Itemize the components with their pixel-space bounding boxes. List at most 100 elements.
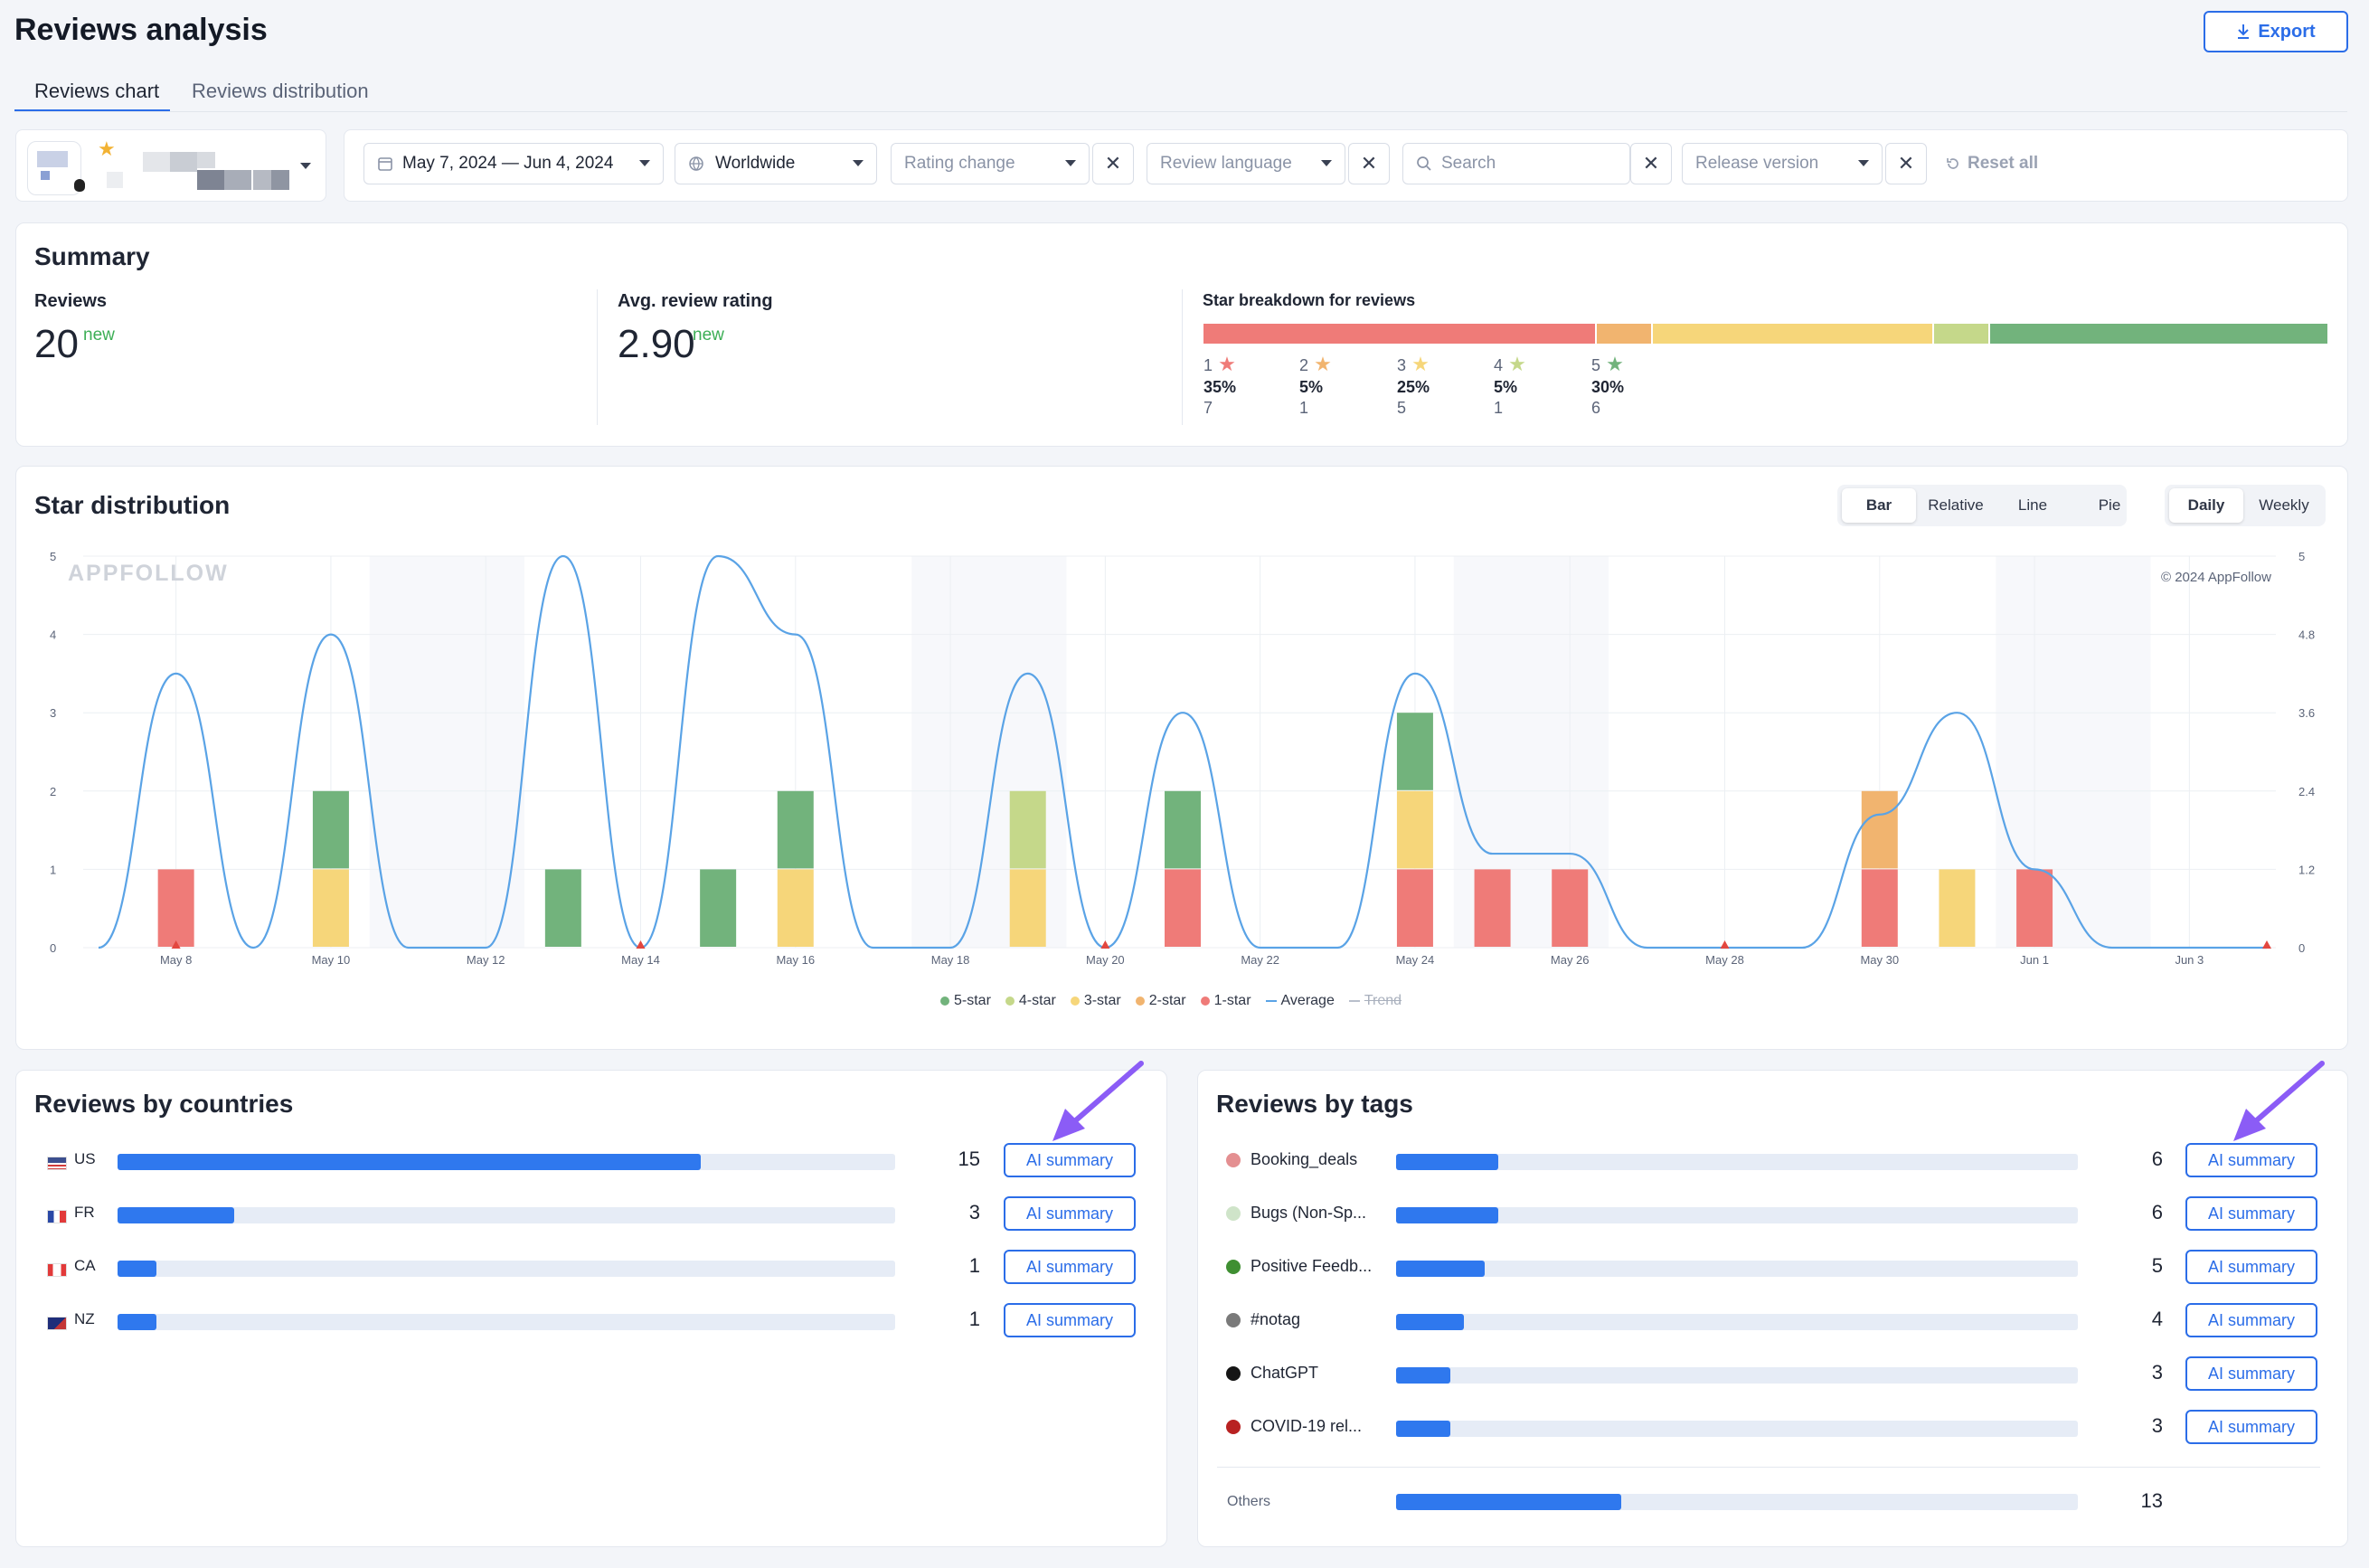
country-bar-fill <box>118 1207 234 1223</box>
tag-count: 3 <box>2151 1361 2163 1384</box>
legend-label: 4-star <box>1018 993 1056 1008</box>
legend-item[interactable]: 3-star <box>1070 993 1121 1009</box>
bar-5-star <box>1396 713 1433 790</box>
reviews-label: Reviews <box>34 291 108 311</box>
chart-copyright: © 2024 AppFollow <box>2161 570 2271 585</box>
country-bar-fill <box>118 1154 701 1170</box>
view-line-button[interactable]: Line <box>2017 496 2048 514</box>
tag-color-dot <box>1226 1366 1241 1381</box>
bar-1-star <box>1396 869 1433 947</box>
clear-review-language-button[interactable]: ✕ <box>1348 143 1390 184</box>
star-percent: 25% <box>1397 378 1430 396</box>
x-tick-label: Jun 1 <box>2020 953 2049 967</box>
ai-summary-button[interactable]: AI summary <box>1004 1303 1136 1337</box>
flag-icon <box>47 1210 67 1223</box>
flag-icon <box>47 1317 67 1330</box>
legend-item[interactable]: 2-star <box>1135 993 1186 1009</box>
no-review-marker <box>1720 940 1730 949</box>
bar-3-star <box>1396 790 1433 869</box>
star-percent: 30% <box>1591 378 1625 396</box>
y-tick-label: 4 <box>50 628 56 642</box>
ai-summary-button[interactable]: AI summary <box>1004 1196 1136 1231</box>
rating-change-select[interactable]: Rating change <box>891 143 1090 184</box>
view-bar-button[interactable]: Bar <box>1842 488 1916 523</box>
ai-summary-button[interactable]: AI summary <box>2185 1143 2317 1177</box>
others-count: 13 <box>2140 1489 2163 1512</box>
review-language-select[interactable]: Review language <box>1147 143 1345 184</box>
search-input[interactable]: Search <box>1402 143 1630 184</box>
star-breakdown-segment <box>1990 324 2327 344</box>
tag-color-dot <box>1226 1260 1241 1274</box>
chart-watermark: APPFOLLOW <box>68 561 229 586</box>
tab-reviews-distribution[interactable]: Reviews distribution <box>192 80 369 102</box>
legend-item[interactable]: 1-star <box>1200 993 1251 1009</box>
page-title: Reviews analysis <box>14 13 268 47</box>
star-count: 1 <box>1299 399 1309 417</box>
others-bar-fill <box>1396 1494 1621 1510</box>
region-select[interactable]: Worldwide <box>675 143 877 184</box>
star-icon: ★ <box>98 137 116 160</box>
arrow-annotation <box>1052 1061 1144 1141</box>
ai-summary-button[interactable]: AI summary <box>1004 1250 1136 1284</box>
app-icon <box>27 141 81 195</box>
bar-3-star <box>1939 869 1976 947</box>
star-count: 5 <box>1397 399 1407 417</box>
release-version-select[interactable]: Release version <box>1682 143 1883 184</box>
country-bar-track <box>118 1154 895 1170</box>
y2-tick-label: 5 <box>2298 550 2305 563</box>
tag-bar-fill <box>1396 1207 1499 1223</box>
tag-name: Positive Feedb... <box>1251 1257 1373 1275</box>
clear-rating-change-button[interactable]: ✕ <box>1092 143 1134 184</box>
ai-summary-button[interactable]: AI summary <box>2185 1250 2317 1284</box>
legend-label: Trend <box>1364 993 1402 1008</box>
ai-summary-button[interactable]: AI summary <box>1004 1143 1136 1177</box>
star-distribution-title: Star distribution <box>34 491 231 519</box>
view-pie-button[interactable]: Pie <box>2098 496 2121 514</box>
reviews-new-badge: new <box>83 326 115 345</box>
y2-tick-label: 1.2 <box>2298 863 2315 876</box>
view-relative-button[interactable]: Relative <box>1928 496 1984 514</box>
tag-bar-fill <box>1396 1154 1499 1170</box>
tags-card <box>1197 1070 2348 1547</box>
country-code: US <box>74 1150 96 1167</box>
ai-summary-button[interactable]: AI summary <box>2185 1196 2317 1231</box>
no-review-marker <box>171 940 181 949</box>
tag-color-dot <box>1226 1206 1241 1221</box>
star-breakdown-segment <box>1933 324 1991 344</box>
x-tick-label: May 16 <box>776 953 815 967</box>
rating-change-placeholder: Rating change <box>904 154 1015 173</box>
star-percent: 35% <box>1203 378 1237 396</box>
apple-icon <box>74 179 85 192</box>
reset-all-button[interactable]: Reset all <box>1946 154 2038 174</box>
export-button[interactable]: Export <box>2204 11 2348 52</box>
star-icon: ★ <box>1503 353 1526 375</box>
tag-color-dot <box>1226 1313 1241 1327</box>
legend-item[interactable]: 4-star <box>1005 993 1056 1009</box>
legend-item[interactable]: Average <box>1265 993 1335 1009</box>
search-icon <box>1417 156 1431 171</box>
bar-3-star <box>1009 869 1046 947</box>
star-level: 3 ★ <box>1397 353 1430 375</box>
y-tick-label: 2 <box>50 785 56 798</box>
summary-title: Summary <box>34 242 150 270</box>
ai-summary-button[interactable]: AI summary <box>2185 1356 2317 1391</box>
star-icon: ★ <box>1600 353 1624 375</box>
date-range-select[interactable]: May 7, 2024 — Jun 4, 2024 <box>363 143 664 184</box>
clear-release-version-button[interactable]: ✕ <box>1885 143 1927 184</box>
country-count: 1 <box>968 1254 980 1277</box>
star-icon: ★ <box>1406 353 1430 375</box>
app-selector[interactable]: ★ <box>15 129 326 202</box>
star-count: 7 <box>1203 399 1213 417</box>
legend-item[interactable]: 5-star <box>940 993 991 1009</box>
tag-bar-track <box>1396 1367 2078 1384</box>
bar-5-star <box>700 869 737 947</box>
no-review-marker <box>2262 940 2271 949</box>
ai-summary-button[interactable]: AI summary <box>2185 1303 2317 1337</box>
legend-item[interactable]: Trend <box>1348 993 1402 1009</box>
tab-reviews-chart[interactable]: Reviews chart <box>34 80 160 102</box>
bar-1-star <box>1552 869 1589 947</box>
ai-summary-button[interactable]: AI summary <box>2185 1410 2317 1444</box>
clear-search-button[interactable]: ✕ <box>1630 143 1672 184</box>
period-daily-button[interactable]: Daily <box>2169 488 2243 523</box>
period-weekly-button[interactable]: Weekly <box>2259 496 2309 514</box>
